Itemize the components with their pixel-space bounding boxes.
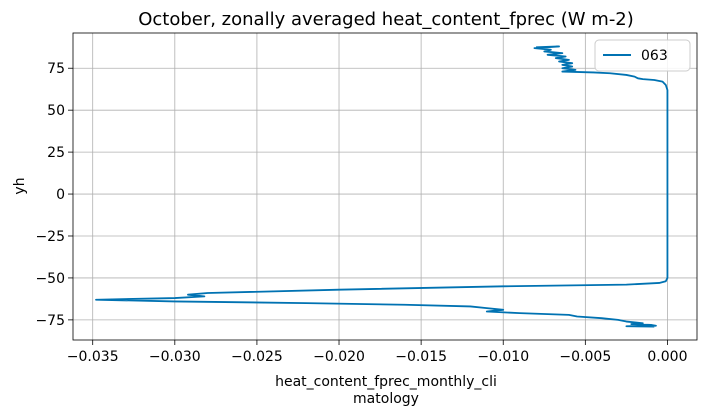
x-axis-ticks: −0.035 −0.030 −0.025 −0.020 −0.015 −0.010 −0.0…	[67, 340, 687, 365]
legend-box	[594, 39, 691, 72]
x-axis-label-line-2: matology	[353, 391, 419, 407]
x-axis-label-line-1: heat_content_fprec_monthly_cli	[275, 374, 497, 390]
x-tick-label: −0.015	[395, 349, 447, 365]
x-tick-label: −0.030	[149, 349, 201, 365]
x-tick-label: −0.010	[477, 349, 529, 365]
x-tick-label: −0.020	[313, 349, 365, 365]
chart-title: October, zonally averaged heat_content_f…	[138, 9, 634, 30]
series-layer	[95, 45, 669, 328]
grid	[73, 33, 697, 340]
y-tick-label: −50	[35, 271, 65, 287]
y-axis-label: yh	[12, 177, 28, 194]
legend: 063	[594, 39, 691, 72]
y-tick-label: −25	[35, 229, 65, 245]
x-tick-label: 0.000	[647, 349, 687, 365]
legend-entry-063: 063	[641, 48, 668, 64]
y-tick-label: 0	[56, 187, 65, 203]
y-tick-label: 75	[47, 61, 65, 77]
series-line-063	[95, 45, 669, 328]
y-tick-label: 25	[47, 145, 65, 161]
x-tick-label: −0.035	[67, 349, 119, 365]
plot-frame	[72, 32, 698, 341]
y-tick-label: −75	[35, 313, 65, 329]
x-tick-label: −0.025	[231, 349, 283, 365]
y-axis-ticks: −75 −50 −25 0 25 50 75	[35, 61, 73, 329]
y-tick-label: 50	[47, 103, 65, 119]
x-tick-label: −0.005	[559, 349, 611, 365]
